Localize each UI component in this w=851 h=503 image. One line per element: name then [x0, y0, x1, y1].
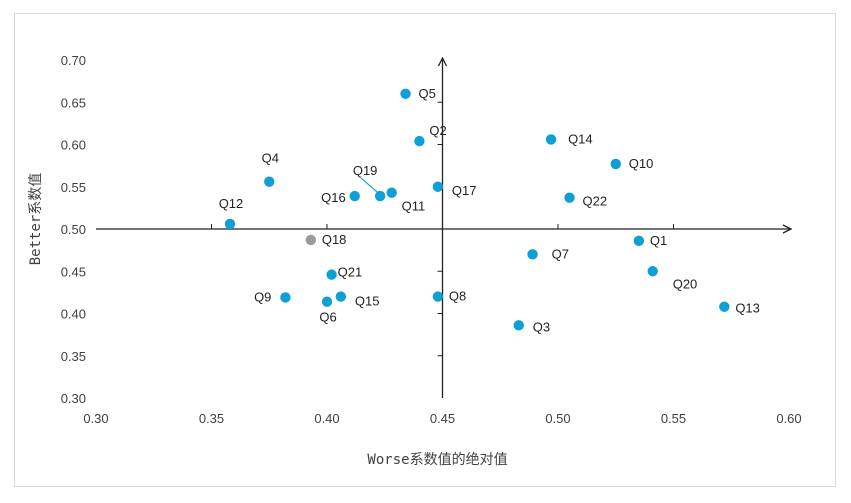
- point-label: Q9: [254, 289, 271, 304]
- point-q14: [545, 134, 557, 145]
- x-tick-label: 0.45: [430, 411, 455, 426]
- point-q7: [527, 249, 538, 260]
- point-q1: [633, 235, 645, 247]
- x-axis-title: Worse系数值的绝对值: [367, 452, 507, 468]
- y-tick-label: 0.65: [61, 95, 86, 110]
- point-q22: [564, 192, 575, 203]
- point-label: Q14: [568, 131, 593, 146]
- point-q18: [305, 234, 317, 246]
- x-tick-labels: 0.30 0.35 0.40 0.45 0.50 0.55 0.60: [83, 411, 801, 426]
- y-tick-labels: 0.30 0.35 0.40 0.45 0.50 0.55 0.60 0.65 0.70: [61, 53, 86, 406]
- point-q5: [400, 88, 411, 100]
- point-label: Q4: [262, 151, 279, 166]
- y-tick-label: 0.35: [61, 349, 86, 364]
- x-tick-label: 0.55: [661, 411, 686, 426]
- x-tick-label: 0.50: [545, 411, 570, 426]
- leader-line-q19: [360, 177, 378, 193]
- point-label: Q11: [402, 199, 426, 214]
- point-label: Q13: [735, 301, 760, 316]
- point-q10: [610, 158, 621, 170]
- point-q21: [326, 269, 337, 280]
- point-label: Q8: [449, 289, 466, 304]
- point-q19: [374, 190, 386, 202]
- point-q4: [264, 176, 275, 187]
- point-label: Q15: [355, 294, 380, 309]
- point-q9: [280, 292, 291, 303]
- point-q12: [224, 218, 236, 230]
- x-tick-label: 0.35: [199, 411, 224, 426]
- y-tick-label: 0.30: [61, 391, 86, 406]
- y-tick-label: 0.45: [61, 264, 86, 279]
- x-tick-label: 0.40: [314, 411, 339, 426]
- point-label: Q22: [583, 194, 608, 209]
- chart-frame: [14, 13, 836, 487]
- point-labels: Q1 Q2 Q3 Q4 Q5 Q6 Q7 Q8 Q9 Q10 Q11 Q12 Q13 Q14 Q15 Q16 Q…: [219, 86, 760, 335]
- y-tick-label: 0.70: [61, 53, 86, 68]
- point-label: Q18: [322, 232, 347, 247]
- point-label: Q17: [452, 183, 477, 198]
- point-q3: [513, 320, 524, 331]
- x-tick-label: 0.30: [83, 411, 108, 426]
- point-label: Q3: [533, 319, 550, 334]
- y-tick-label: 0.40: [61, 307, 86, 322]
- point-label: Q1: [650, 233, 667, 248]
- y-tick-label: 0.60: [61, 138, 86, 153]
- point-q16: [349, 190, 360, 202]
- point-q6: [321, 296, 333, 307]
- point-label: Q6: [319, 310, 336, 325]
- crosshair-axes: [96, 58, 791, 398]
- point-q15: [335, 291, 347, 302]
- point-label: Q5: [419, 86, 436, 101]
- point-label: Q20: [673, 276, 698, 291]
- point-label: Q16: [321, 190, 346, 205]
- point-label: Q12: [219, 196, 244, 211]
- point-q8: [432, 291, 444, 302]
- point-q17: [432, 181, 444, 192]
- x-tick-label: 0.60: [776, 411, 801, 426]
- point-q20: [647, 266, 658, 277]
- point-label: Q21: [338, 265, 363, 280]
- point-label: Q7: [552, 246, 569, 261]
- point-q2: [414, 135, 425, 147]
- point-label: Q19: [353, 163, 378, 178]
- point-q13: [719, 301, 730, 312]
- point-label: Q10: [629, 156, 654, 171]
- y-tick-label: 0.50: [61, 222, 86, 237]
- data-points: [224, 88, 730, 331]
- y-axis-title: Better系数值: [28, 173, 44, 266]
- point-label: Q2: [429, 123, 446, 138]
- point-q11: [386, 187, 397, 198]
- y-tick-label: 0.55: [61, 180, 86, 195]
- leader-lines: [360, 177, 378, 193]
